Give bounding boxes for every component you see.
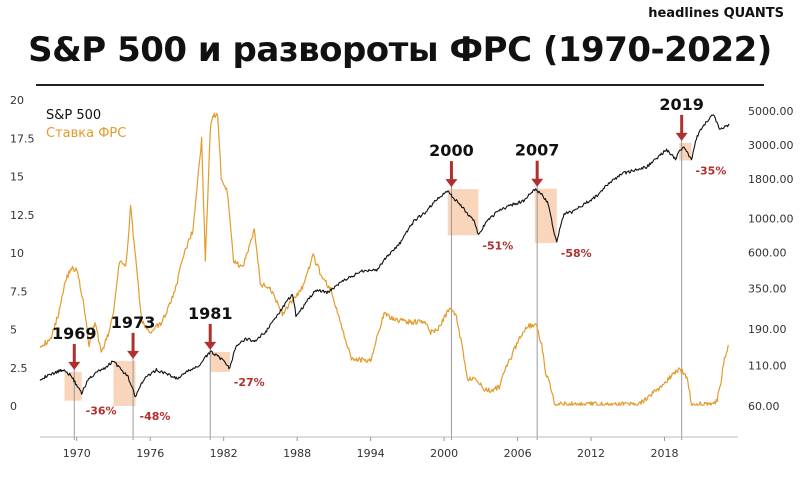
- y-left-tick-label: 7.5: [10, 285, 28, 298]
- event-year-label: 2000: [429, 141, 474, 160]
- event-arrow-head: [675, 132, 688, 141]
- x-tick-label: 2012: [577, 447, 605, 460]
- event-drawdown-label: -48%: [140, 410, 171, 423]
- x-tick-label: 1970: [63, 447, 91, 460]
- x-tick-label: 1976: [136, 447, 164, 460]
- x-tick-label: 2018: [651, 447, 679, 460]
- drawdown-band: [447, 189, 479, 236]
- legend-sp500: S&P 500: [46, 108, 101, 123]
- event-drawdown-label: -51%: [482, 239, 513, 252]
- event-year-label: 1969: [52, 324, 97, 343]
- legend-fed-rate: Ставка ФРС: [46, 126, 126, 141]
- event-arrow-head: [68, 361, 81, 370]
- event-arrow-head: [445, 179, 458, 188]
- brand-label: headlines QUANTS: [648, 6, 784, 21]
- sp500-line: [39, 114, 730, 398]
- y-left-tick-label: 10: [10, 247, 24, 260]
- y-left-tick-label: 20: [10, 94, 24, 107]
- y-left-tick-label: 2.5: [10, 362, 28, 375]
- drawdown-band: [64, 371, 82, 401]
- event-year-label: 1981: [188, 304, 233, 323]
- event-year-label: 2007: [515, 141, 560, 160]
- event-drawdown-label: -27%: [234, 376, 265, 389]
- y-left-tick-label: 5: [10, 324, 17, 337]
- y-right-tick-label: 3000.00: [748, 139, 794, 152]
- event-year-label: 1973: [111, 313, 156, 332]
- drawdown-band: [113, 360, 136, 406]
- y-right-tick-label: 350.00: [748, 282, 787, 295]
- event-arrow-head: [204, 341, 217, 350]
- y-right-tick-label: 190.00: [748, 323, 787, 336]
- x-tick-label: 2000: [430, 447, 458, 460]
- y-left-tick-label: 17.5: [10, 132, 35, 145]
- y-right-tick-label: 600.00: [748, 246, 787, 259]
- x-tick-label: 1982: [210, 447, 238, 460]
- drawdown-band: [679, 142, 692, 161]
- y-right-tick-label: 5000.00: [748, 105, 794, 118]
- y-left-tick-label: 12.5: [10, 209, 35, 222]
- event-drawdown-label: -58%: [561, 247, 592, 260]
- event-arrow-head: [127, 350, 140, 359]
- y-right-tick-label: 1800.00: [748, 173, 794, 186]
- fed-rate-line: [39, 112, 729, 406]
- x-tick-label: 1988: [283, 447, 311, 460]
- title-divider: [36, 84, 764, 86]
- drawdown-band: [534, 188, 557, 244]
- drawdown-band: [210, 351, 230, 372]
- x-tick-label: 2006: [504, 447, 532, 460]
- event-arrow-head: [531, 178, 544, 187]
- event-drawdown-label: -35%: [695, 165, 726, 178]
- y-left-tick-label: 15: [10, 171, 24, 184]
- y-right-tick-label: 60.00: [748, 400, 780, 413]
- page-title: S&P 500 и развороты ФРС (1970-2022): [28, 30, 772, 70]
- event-year-label: 2019: [659, 95, 704, 114]
- event-drawdown-label: -36%: [86, 405, 117, 418]
- x-tick-label: 1994: [357, 447, 385, 460]
- y-right-tick-label: 1000.00: [748, 212, 794, 225]
- y-left-tick-label: 0: [10, 400, 17, 413]
- y-right-tick-label: 110.00: [748, 360, 787, 373]
